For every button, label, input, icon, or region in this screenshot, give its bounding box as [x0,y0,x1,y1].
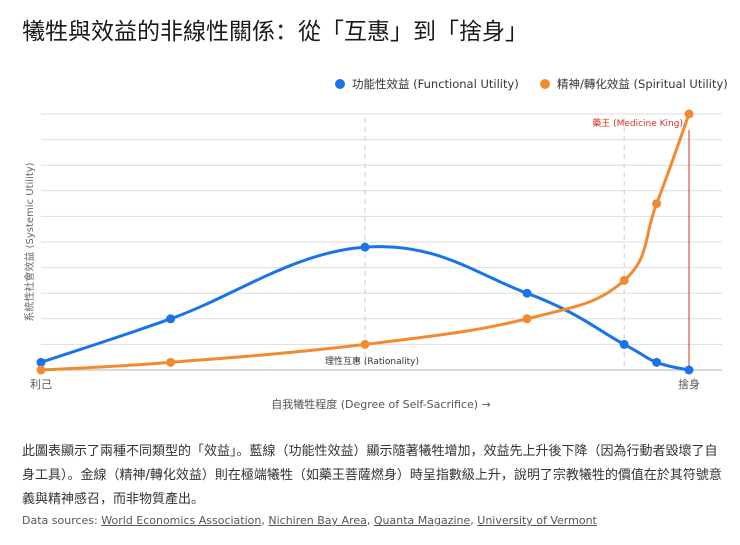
source-link[interactable]: Nichiren Bay Area [268,514,367,527]
x-axis-label: 自我犧牲程度 (Degree of Self-Sacrifice) → [271,397,491,411]
source-link[interactable]: University of Vermont [477,514,597,527]
data-sources: Data sources: World Economics Associatio… [22,514,597,527]
annotations: 理性互惠 (Rationality) 藥王 (Medicine King) [325,117,690,370]
legend: 功能性效益 (Functional Utility) 精神/轉化效益 (Spiri… [335,77,728,91]
data-point [36,365,46,375]
chart-description: 此圖表顯示了兩種不同類型的「效益」。藍線（功能性效益）顯示隨著犧牲增加，效益先上… [22,444,722,507]
y-axis-label: 系統性社會效益 (Systemic Utility) [23,162,36,321]
legend-label: 精神/轉化效益 (Spiritual Utility) [557,77,728,91]
sources-label: Data sources: [22,514,98,527]
data-point [360,242,370,252]
source-link[interactable]: World Economics Association [101,514,262,527]
grid [41,113,722,371]
source-link[interactable]: Quanta Magazine [373,514,471,527]
page-title: 犧牲與效益的非線性關係：從「互惠」到「捨身」 [22,19,528,45]
series-lines [36,109,694,375]
legend-marker [335,79,345,89]
legend-marker [540,79,550,89]
x-tick-label: 利己 [30,378,52,391]
legend-label: 功能性效益 (Functional Utility) [352,77,519,91]
data-point [619,275,629,285]
data-point [684,109,694,119]
data-point [684,365,694,375]
annotation-label: 藥王 (Medicine King) [592,117,683,129]
data-point [652,357,662,367]
data-point [522,314,532,324]
data-point [619,339,629,349]
data-point [166,357,176,367]
annotation-label: 理性互惠 (Rationality) [325,355,419,367]
x-tick-label: 捨身 [678,377,700,391]
data-point [166,314,176,324]
data-point [522,288,532,298]
data-point [36,357,46,367]
data-point [652,199,662,209]
x-ticks: 利己 捨身 [30,377,700,391]
chart: 理性互惠 (Rationality) 藥王 (Medicine King) 利己 捨… [23,77,728,411]
data-point [360,339,370,349]
